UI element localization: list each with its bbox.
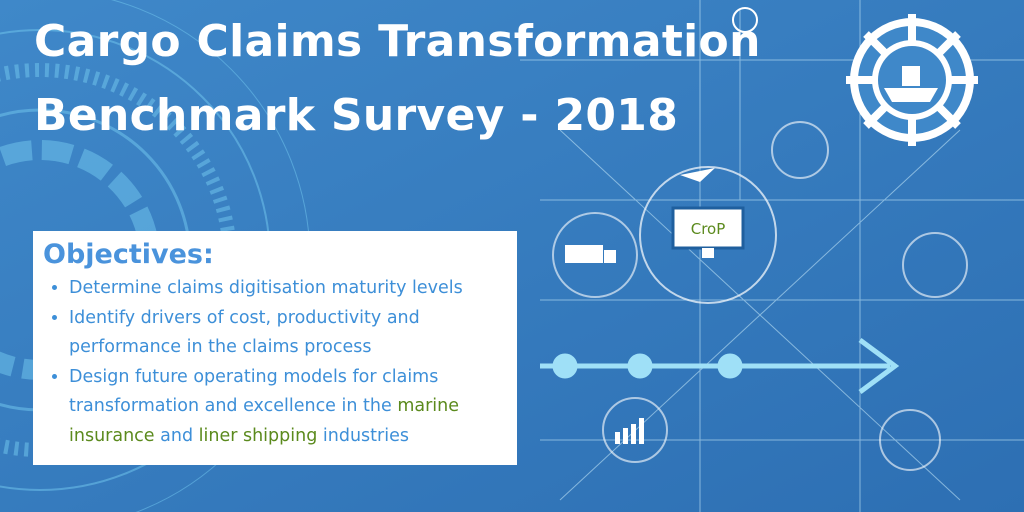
objective-item: Identify drivers of cost, productivity a… — [69, 304, 507, 363]
title-line: Cargo Claims Transformation — [34, 16, 761, 67]
objectives-panel: Objectives: Determine claims digitisatio… — [33, 231, 517, 465]
logo-label: CroP — [691, 220, 726, 238]
objective-text: liner shipping — [198, 425, 318, 446]
compass-logo — [846, 14, 978, 146]
objective-text: Identify drivers of cost, productivity a… — [69, 307, 426, 358]
objective-item: Determine claims digitisation maturity l… — [69, 274, 507, 304]
objective-text: Design future operating models for claim… — [69, 366, 444, 417]
objective-text: industries — [317, 425, 409, 446]
objective-text: and — [154, 425, 199, 446]
monitor — [671, 206, 745, 250]
objectives-list: Determine claims digitisation maturity l… — [43, 274, 507, 451]
objective-text: Determine claims digitisation maturity l… — [69, 278, 463, 298]
objectives-heading: Objectives: — [43, 239, 214, 270]
objective-item: Design future operating models for claim… — [69, 363, 507, 452]
title-line: Benchmark Survey - 2018 — [34, 90, 679, 141]
objective-text: marine insurance — [69, 396, 465, 446]
